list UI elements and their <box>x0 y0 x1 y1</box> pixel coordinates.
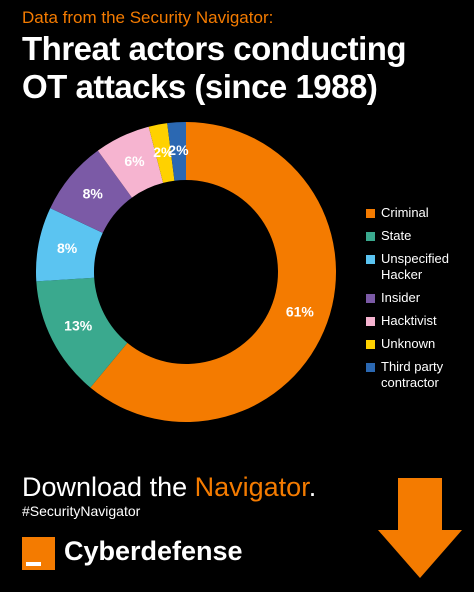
eyebrow: Data from the Security Navigator: <box>22 8 274 27</box>
legend-label: Third party contractor <box>381 359 444 390</box>
value-label: 2% <box>168 142 189 158</box>
cta[interactable]: Download the Navigator. <box>22 472 316 503</box>
legend-label: Unspecified Hacker <box>381 251 449 282</box>
legend-swatch <box>366 255 375 264</box>
legend-item: State <box>366 228 466 244</box>
legend-label: Insider <box>381 290 421 305</box>
slice <box>167 122 186 181</box>
brand: Cyberdefense <box>64 536 243 566</box>
cta-end: . <box>308 472 317 502</box>
value-label: 8% <box>83 186 104 202</box>
hashtag: #SecurityNavigator <box>22 503 141 519</box>
legend-item: Criminal <box>366 205 466 221</box>
legend-label: State <box>381 228 412 243</box>
legend-item: Third party contractor <box>366 359 466 391</box>
slice <box>35 208 103 282</box>
chart-title: Threat actors conducting OT attacks (sin… <box>22 30 407 105</box>
donut: 61% 13% 8% 8% 6% 2%2% <box>35 122 336 422</box>
legend-swatch <box>366 209 375 218</box>
legend-swatch <box>366 317 375 326</box>
slice <box>50 150 132 233</box>
logo-bar <box>26 562 41 566</box>
slice <box>90 122 336 422</box>
legend: Criminal State Unspecified Hacker Insider Ha… <box>366 205 466 398</box>
value-label: 8% <box>57 240 78 256</box>
legend-swatch <box>366 340 375 349</box>
value-label: 6% <box>124 153 145 169</box>
cta-highlight: Navigator <box>194 472 309 502</box>
legend-item: Hacktivist <box>366 313 466 329</box>
slice <box>97 126 164 198</box>
legend-item: Unspecified Hacker <box>366 251 466 283</box>
value-label: 2% <box>153 144 174 160</box>
legend-label: Hacktivist <box>381 313 437 328</box>
value-label: 13% <box>64 318 93 334</box>
legend-swatch <box>366 363 375 372</box>
legend-swatch <box>366 294 375 303</box>
cta-text: Download the <box>22 472 195 502</box>
legend-label: Unknown <box>381 336 436 351</box>
value-label: 61% <box>286 304 315 320</box>
download-arrow[interactable] <box>378 478 462 578</box>
slice <box>36 277 128 388</box>
legend-swatch <box>366 232 375 241</box>
legend-label: Criminal <box>381 205 429 220</box>
legend-item: Unknown <box>366 336 466 352</box>
slice <box>148 123 175 183</box>
legend-item: Insider <box>366 290 466 306</box>
